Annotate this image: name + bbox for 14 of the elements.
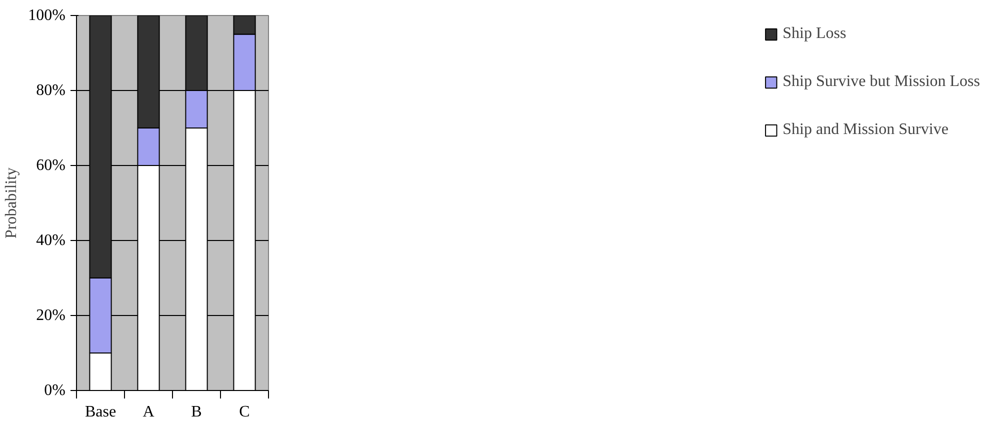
y-tick-label: 20% [36,307,66,324]
y-tick-label: 100% [28,7,66,24]
x-tick-label: B [191,404,202,420]
legend-label: Ship Loss [782,25,846,43]
x-tick-label: A [142,404,155,420]
x-tick-label: C [239,404,250,420]
legend-label: Ship Survive but Mission Loss [782,73,980,91]
x-tick-label: Base [84,404,116,420]
y-axis-title: Probability [3,167,20,239]
y-tick-label: 80% [36,82,66,99]
y-tick-label: 60% [36,157,66,174]
legend-label: Ship and Mission Survive [782,121,948,139]
y-tick-label: 0% [44,382,66,399]
y-tick-label: 40% [36,232,66,249]
